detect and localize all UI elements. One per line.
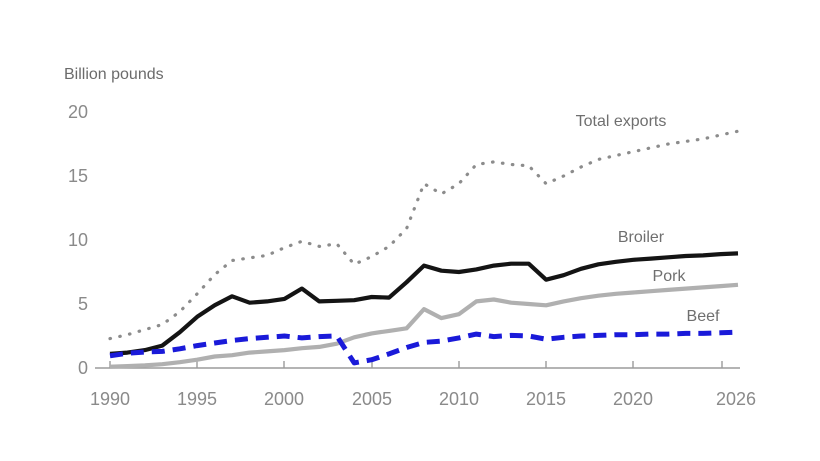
x-axis-ticks: [109, 361, 723, 368]
y-tick-label-0: 0: [78, 358, 88, 378]
beef-line: [109, 329, 739, 366]
series-label-total-exports: Total exports: [576, 113, 667, 130]
pork-line: [109, 282, 739, 369]
y-tick-label-15: 15: [68, 166, 88, 186]
x-tick-label-2020: 2020: [613, 389, 653, 409]
y-tick-label-5: 5: [78, 294, 88, 314]
x-tick-label-2000: 2000: [264, 389, 304, 409]
series-label-pork: Pork: [653, 268, 687, 285]
broiler-line: [109, 251, 739, 356]
x-tick-label-2015: 2015: [526, 389, 566, 409]
y-tick-label-20: 20: [68, 102, 88, 122]
y-tick-label-10: 10: [68, 230, 88, 250]
series-label-broiler: Broiler: [618, 229, 665, 246]
x-tick-label-1995: 1995: [177, 389, 217, 409]
series-lines: [108, 129, 740, 369]
x-tick-label-2005: 2005: [352, 389, 392, 409]
x-tick-label-2026: 2026: [716, 389, 756, 409]
y-axis-unit-label: Billion pounds: [64, 66, 164, 83]
x-tick-label-1990: 1990: [90, 389, 130, 409]
series-label-beef: Beef: [687, 308, 720, 325]
x-tick-label-2010: 2010: [439, 389, 479, 409]
